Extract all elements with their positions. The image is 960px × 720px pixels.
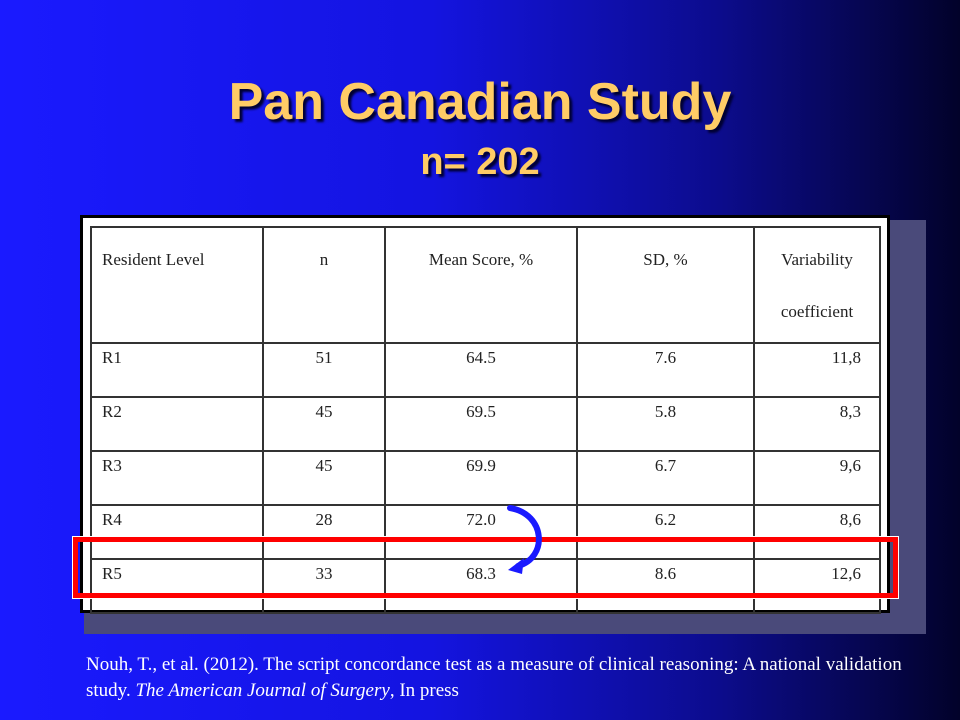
table-row: R1 51 64.5 7.6 11,8 xyxy=(90,342,881,398)
citation-text: Nouh, T., et al. (2012). The script conc… xyxy=(86,654,902,701)
table-row: R4 28 72.0 6.2 8,6 xyxy=(90,504,881,560)
table-row-highlighted: R5 33 68.3 8.6 12,6 xyxy=(90,558,881,614)
header-n: n xyxy=(262,226,386,344)
cell-level: R1 xyxy=(90,342,264,398)
citation-journal: The American Journal of Surgery xyxy=(135,680,390,701)
cell-n: 45 xyxy=(262,396,386,452)
cell-variability: 8,3 xyxy=(753,396,881,452)
slide-subtitle: n= 202 xyxy=(420,141,540,183)
cell-mean: 72.0 xyxy=(384,504,578,560)
cell-level: R4 xyxy=(90,504,264,560)
cell-mean: 64.5 xyxy=(384,342,578,398)
cell-sd: 7.6 xyxy=(576,342,755,398)
header-mean-score: Mean Score, % xyxy=(384,226,578,344)
results-table: Resident Level n Mean Score, % SD, % Var… xyxy=(90,226,881,614)
header-resident-level: Resident Level xyxy=(90,226,264,344)
curved-arrow-icon xyxy=(507,505,542,574)
r5-highlight-box xyxy=(72,536,899,599)
table-header-row: Resident Level n Mean Score, % SD, % Var… xyxy=(90,226,881,344)
header-variability-coefficient: Variability coefficient xyxy=(753,226,881,344)
cell-variability: 9,6 xyxy=(753,450,881,506)
cell-sd: 6.2 xyxy=(576,504,755,560)
table-row: R2 45 69.5 5.8 8,3 xyxy=(90,396,881,452)
cell-n: 33 xyxy=(262,558,386,614)
cell-level: R3 xyxy=(90,450,264,506)
header-variability-line2: coefficient xyxy=(780,302,854,321)
table-row: R3 45 69.9 6.7 9,6 xyxy=(90,450,881,506)
cell-n: 45 xyxy=(262,450,386,506)
citation-status: , In press xyxy=(389,680,459,701)
cell-sd: 5.8 xyxy=(576,396,755,452)
cell-sd: 6.7 xyxy=(576,450,755,506)
citation: Nouh, T., et al. (2012). The script conc… xyxy=(86,652,946,704)
cell-level: R5 xyxy=(90,558,264,614)
cell-sd: 8.6 xyxy=(576,558,755,614)
header-variability-line1: Variability xyxy=(781,250,853,269)
results-table-panel: Resident Level n Mean Score, % SD, % Var… xyxy=(80,215,890,614)
cell-mean: 69.9 xyxy=(384,450,578,506)
cell-mean: 69.5 xyxy=(384,396,578,452)
cell-level: R2 xyxy=(90,396,264,452)
slide-title: Pan Canadian Study xyxy=(228,73,732,131)
cell-n: 28 xyxy=(262,504,386,560)
cell-variability: 8,6 xyxy=(753,504,881,560)
cell-mean: 68.3 xyxy=(384,558,578,614)
cell-n: 51 xyxy=(262,342,386,398)
cell-variability: 12,6 xyxy=(753,558,881,614)
cell-variability: 11,8 xyxy=(753,342,881,398)
header-sd: SD, % xyxy=(576,226,755,344)
